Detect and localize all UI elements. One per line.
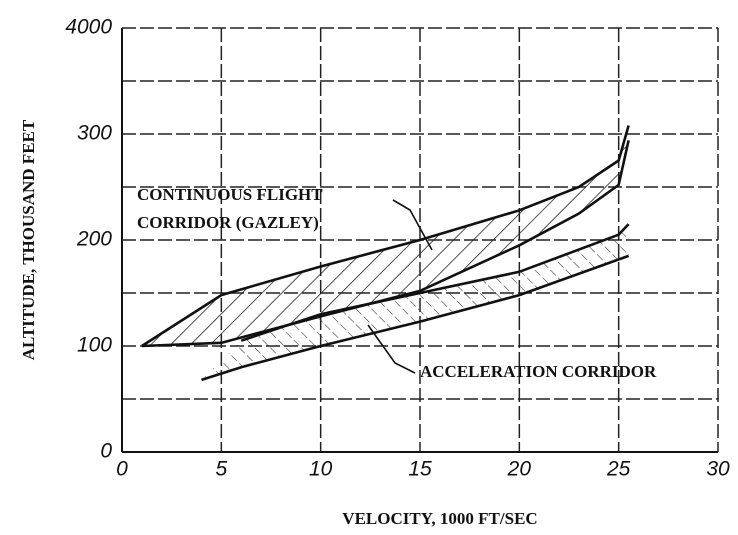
y-tick-label: 300 bbox=[77, 122, 112, 145]
x-tick-label: 10 bbox=[309, 458, 333, 481]
y-tick-label: 100 bbox=[77, 334, 112, 357]
x-axis-label: VELOCITY, 1000 FT/SEC bbox=[342, 509, 537, 528]
x-tick-label: 30 bbox=[706, 458, 730, 481]
annotation: CORRIDOR (GAZLEY) bbox=[137, 213, 319, 232]
annotation: ACCELERATION CORRIDOR bbox=[420, 362, 657, 381]
leader-line bbox=[367, 324, 416, 374]
x-tick-label: 0 bbox=[116, 458, 128, 481]
leader-line bbox=[392, 199, 433, 251]
corridor-boundary bbox=[141, 125, 630, 348]
x-tick-label: 25 bbox=[606, 458, 631, 481]
corridor-hatch bbox=[141, 125, 629, 347]
y-tick-label: 0 bbox=[100, 440, 112, 463]
corridor-boundary bbox=[201, 254, 630, 382]
annotation: CONTINUOUS FLIGHT bbox=[137, 185, 323, 204]
x-tick-label: 20 bbox=[507, 458, 532, 481]
corridor-hatch bbox=[201, 224, 629, 380]
y-tick-label: 4000 bbox=[65, 16, 112, 39]
y-axis-label: ALTITUDE, THOUSAND FEET bbox=[19, 119, 38, 360]
corridor-boundary bbox=[141, 140, 630, 348]
corridor-boundary bbox=[240, 223, 630, 342]
x-tick-label: 15 bbox=[408, 458, 432, 481]
y-tick-label: 200 bbox=[76, 228, 112, 251]
x-tick-label: 5 bbox=[215, 458, 227, 481]
